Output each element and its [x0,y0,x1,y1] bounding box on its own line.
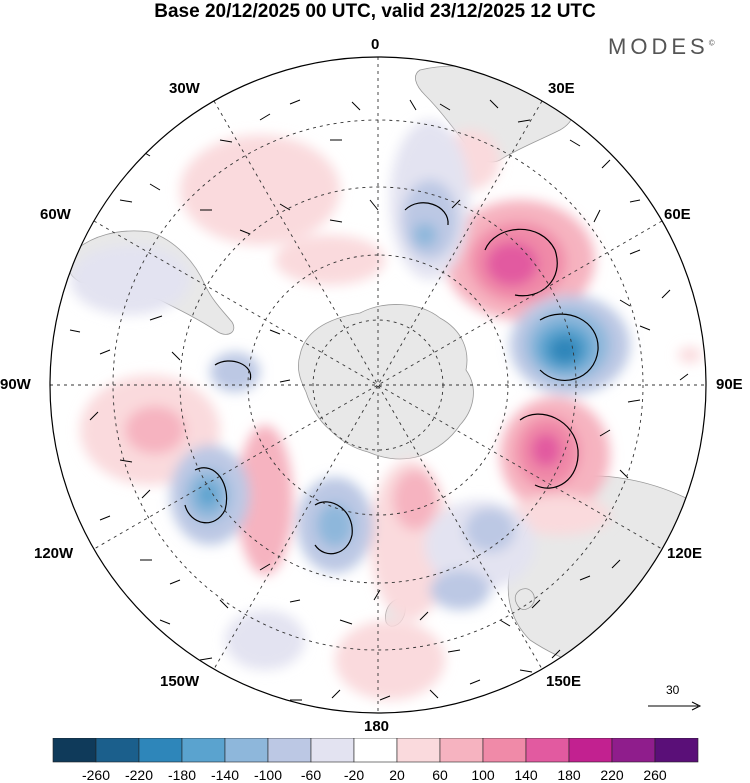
colorbar-swatch [224,738,269,763]
colorbar-tick-label: -180 [168,767,196,783]
colorbar-tick-label: 140 [514,767,538,783]
lon-label-90e: 90E [716,376,743,393]
colorbar-swatch [353,738,398,763]
colorbar-swatch [267,738,312,763]
lon-label-60w: 60W [40,206,71,223]
lon-label-30e: 30E [548,80,575,97]
colorbar-swatch [568,738,613,763]
lon-label-150e: 150E [546,673,582,690]
colorbar-swatch [52,738,97,763]
tasmania [514,588,535,610]
colorbar-tick-label: -60 [301,767,321,783]
lon-label-150w: 150W [160,673,200,690]
colorbar-tick-label: 260 [643,767,667,783]
brand-logo: MODES© [608,34,715,59]
colorbar-tick-label: 220 [600,767,624,783]
colorbar-swatch [181,738,226,763]
colorbar-tick-label: 20 [389,767,405,783]
colorbar: -260 -220 -180 -140 -100 -60 -20 20 60 100 140 180 2… [52,738,699,783]
graticule [50,57,706,713]
colorbar-swatch [310,738,355,763]
map-boundary [49,56,707,714]
colorbar-tick-label: 100 [471,767,495,783]
colorbar-swatch [138,738,183,763]
map-title: Base 20/12/2025 00 UTC, valid 23/12/2025… [154,1,596,22]
colorbar-swatch [396,738,441,763]
lon-label-120e: 120E [667,545,703,562]
colorbar-swatch [611,738,656,763]
colorbar-tick-label: 60 [432,767,448,783]
colorbar-tick-label: -20 [344,767,364,783]
colorbar-swatch [482,738,527,763]
colorbar-swatch [654,738,699,763]
wind-reference-arrow [648,701,702,711]
lon-label-120w: 120W [34,545,74,562]
colorbar-tick-label: -140 [211,767,239,783]
antarctica [298,304,474,460]
lon-label-90w: 90W [0,376,31,393]
colorbar-swatch [439,738,484,763]
lon-label-0: 0 [371,36,380,53]
colorbar-tick-label: 180 [557,767,581,783]
colorbar-tick-label: -260 [82,767,110,783]
lon-label-180: 180 [364,718,390,735]
lon-label-60e: 60E [664,206,691,223]
colorbar-swatch [525,738,570,763]
colorbar-swatch [95,738,140,763]
lon-label-30w: 30W [169,80,200,97]
wind-reference-value: 30 [666,683,680,697]
colorbar-tick-label: -100 [254,767,282,783]
circulation-arcs [184,202,599,555]
colorbar-tick-label: -220 [125,767,153,783]
anomaly-shading [70,120,702,700]
